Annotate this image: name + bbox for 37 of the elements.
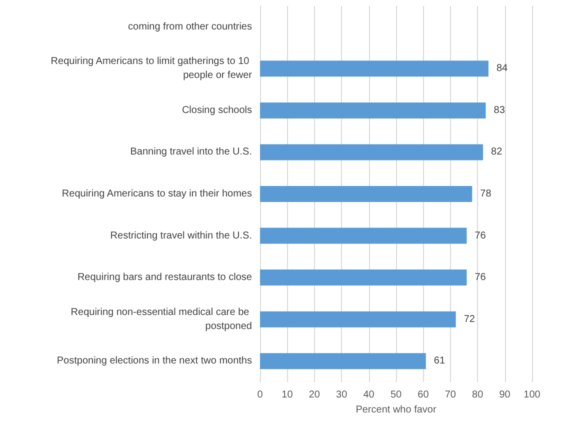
data-label: 72 [464, 314, 476, 325]
x-tick-label: 10 [282, 390, 294, 400]
bar [260, 186, 472, 202]
data-label: 76 [474, 272, 486, 284]
bar [260, 353, 426, 370]
x-tick-label: 60 [418, 390, 430, 400]
x-tick-label: 40 [363, 390, 375, 400]
y-tick-label: Postponing elections in the next two months [56, 356, 252, 367]
bar [260, 311, 456, 328]
x-tick-label: 90 [499, 390, 511, 400]
data-label: 83 [494, 104, 506, 116]
bar [260, 102, 486, 118]
y-tick-label: coming from other countries [128, 21, 252, 32]
data-label: 61 [434, 356, 446, 367]
x-tick-label: 0 [257, 390, 264, 400]
bar [260, 144, 484, 160]
data-label: 82 [491, 146, 503, 158]
x-axis-title: Percent who favor [356, 404, 437, 416]
bar [260, 60, 488, 77]
x-tick-label: 70 [444, 390, 456, 400]
bar [260, 228, 467, 244]
y-tick-label: Requiring Americans to limit gatherings to 10 people or fewer [50, 56, 253, 82]
bar [260, 270, 467, 286]
y-tick-label: Restricting travel within the U.S. [110, 230, 252, 242]
x-tick-label: 50 [390, 390, 402, 400]
data-label: 78 [480, 188, 492, 200]
y-tick-label: Requiring bars and restaurants to close [77, 272, 252, 284]
data-label: 84 [496, 63, 508, 74]
x-tick-label: 100 [524, 390, 541, 400]
x-tick-label: 30 [336, 390, 348, 400]
x-tick-label: 20 [308, 390, 320, 400]
y-tick-label: Requiring Americans to stay in their homes [62, 188, 252, 200]
data-label: 76 [474, 230, 486, 242]
y-tick-label: Requiring non-essential medical care be postponed [70, 306, 252, 332]
y-tick-label: Banning travel into the U.S. [130, 146, 252, 158]
y-tick-label: Closing schools [182, 104, 252, 116]
x-tick-label: 80 [472, 390, 484, 400]
